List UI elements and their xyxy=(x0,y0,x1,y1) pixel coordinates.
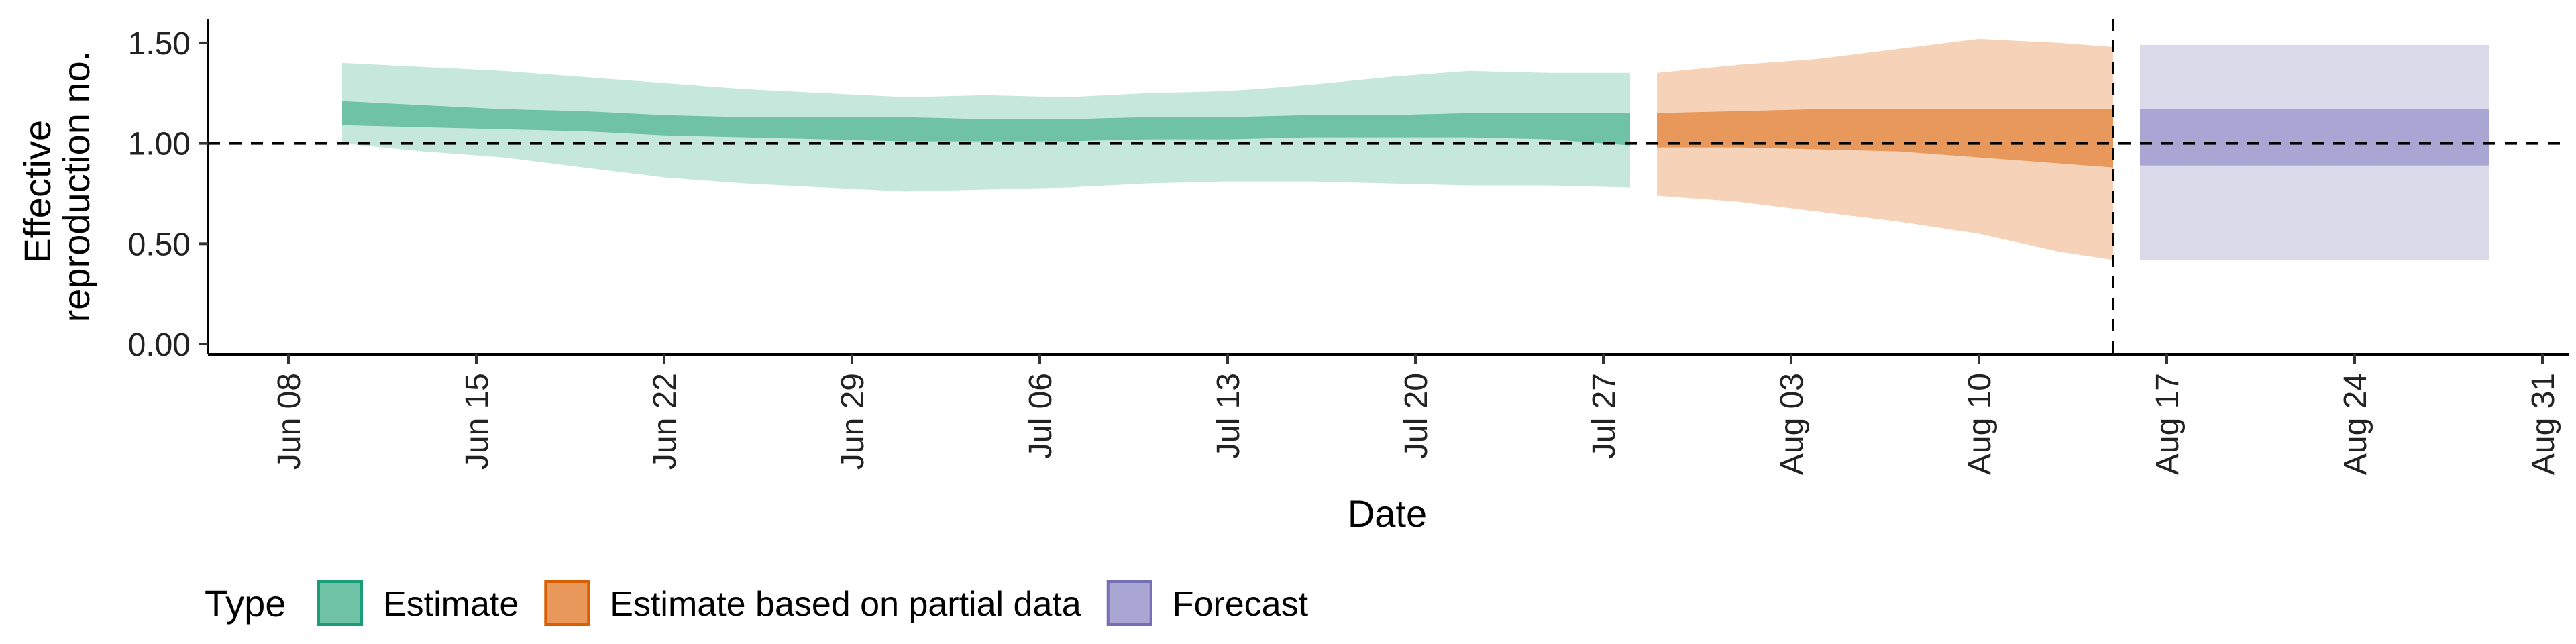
x-tick-label: Jul 20 xyxy=(1399,373,1434,459)
y-axis-title: Effective reproduction no. xyxy=(16,51,97,323)
x-tick-label: Aug 24 xyxy=(2338,373,2373,475)
y-tick-label: 0.00 xyxy=(128,327,191,363)
legend-key-estimate-based-on-partial-data xyxy=(544,580,590,626)
y-tick-label: 1.00 xyxy=(128,127,191,162)
x-tick-label: Aug 17 xyxy=(2150,373,2186,475)
x-tick-label: Aug 10 xyxy=(1962,373,1998,475)
x-tick-label: Jul 06 xyxy=(1023,373,1059,459)
estimate-50-interval xyxy=(342,101,1630,146)
x-tick-label: Jul 27 xyxy=(1587,373,1622,459)
estimate-based-on-partial-data-50-interval xyxy=(1657,109,2113,168)
y-tick-label: 0.50 xyxy=(128,227,191,262)
ribbon-layer xyxy=(342,38,2489,260)
x-tick-label: Jul 13 xyxy=(1211,373,1246,459)
forecast-50-interval xyxy=(2140,109,2489,166)
y-axis-ticks: 0.00 0.50 1.00 1.50 xyxy=(128,26,208,363)
y-axis-title-line-1: Effective xyxy=(16,120,58,264)
x-tick-label: Jun 15 xyxy=(460,373,495,470)
legend-label-forecast: Forecast xyxy=(1173,585,1309,624)
legend-key-forecast xyxy=(1106,580,1152,626)
x-axis-ticks: Jun 08 Jun 15 Jun 22 Jun 29 Jul 06 Jul 13 Jul … xyxy=(272,354,2561,475)
y-axis-title-line-2: reproduction no. xyxy=(55,51,97,323)
x-tick-label: Jun 22 xyxy=(647,373,683,470)
y-tick-label: 1.50 xyxy=(128,26,191,62)
legend-label-estimate-based-on-partial-data: Estimate based on partial data xyxy=(610,585,1081,624)
x-axis-title: Date xyxy=(1348,492,1427,535)
x-tick-label: Aug 31 xyxy=(2526,373,2561,475)
legend-key-estimate xyxy=(317,580,363,626)
x-tick-label: Jun 08 xyxy=(272,373,307,470)
legend-title: Type xyxy=(205,582,286,625)
legend: Type Estimate Estimate based on partial da… xyxy=(205,580,1309,626)
x-tick-label: Jun 29 xyxy=(835,373,871,470)
legend-label-estimate: Estimate xyxy=(383,585,519,624)
x-tick-label: Aug 03 xyxy=(1774,373,1810,475)
